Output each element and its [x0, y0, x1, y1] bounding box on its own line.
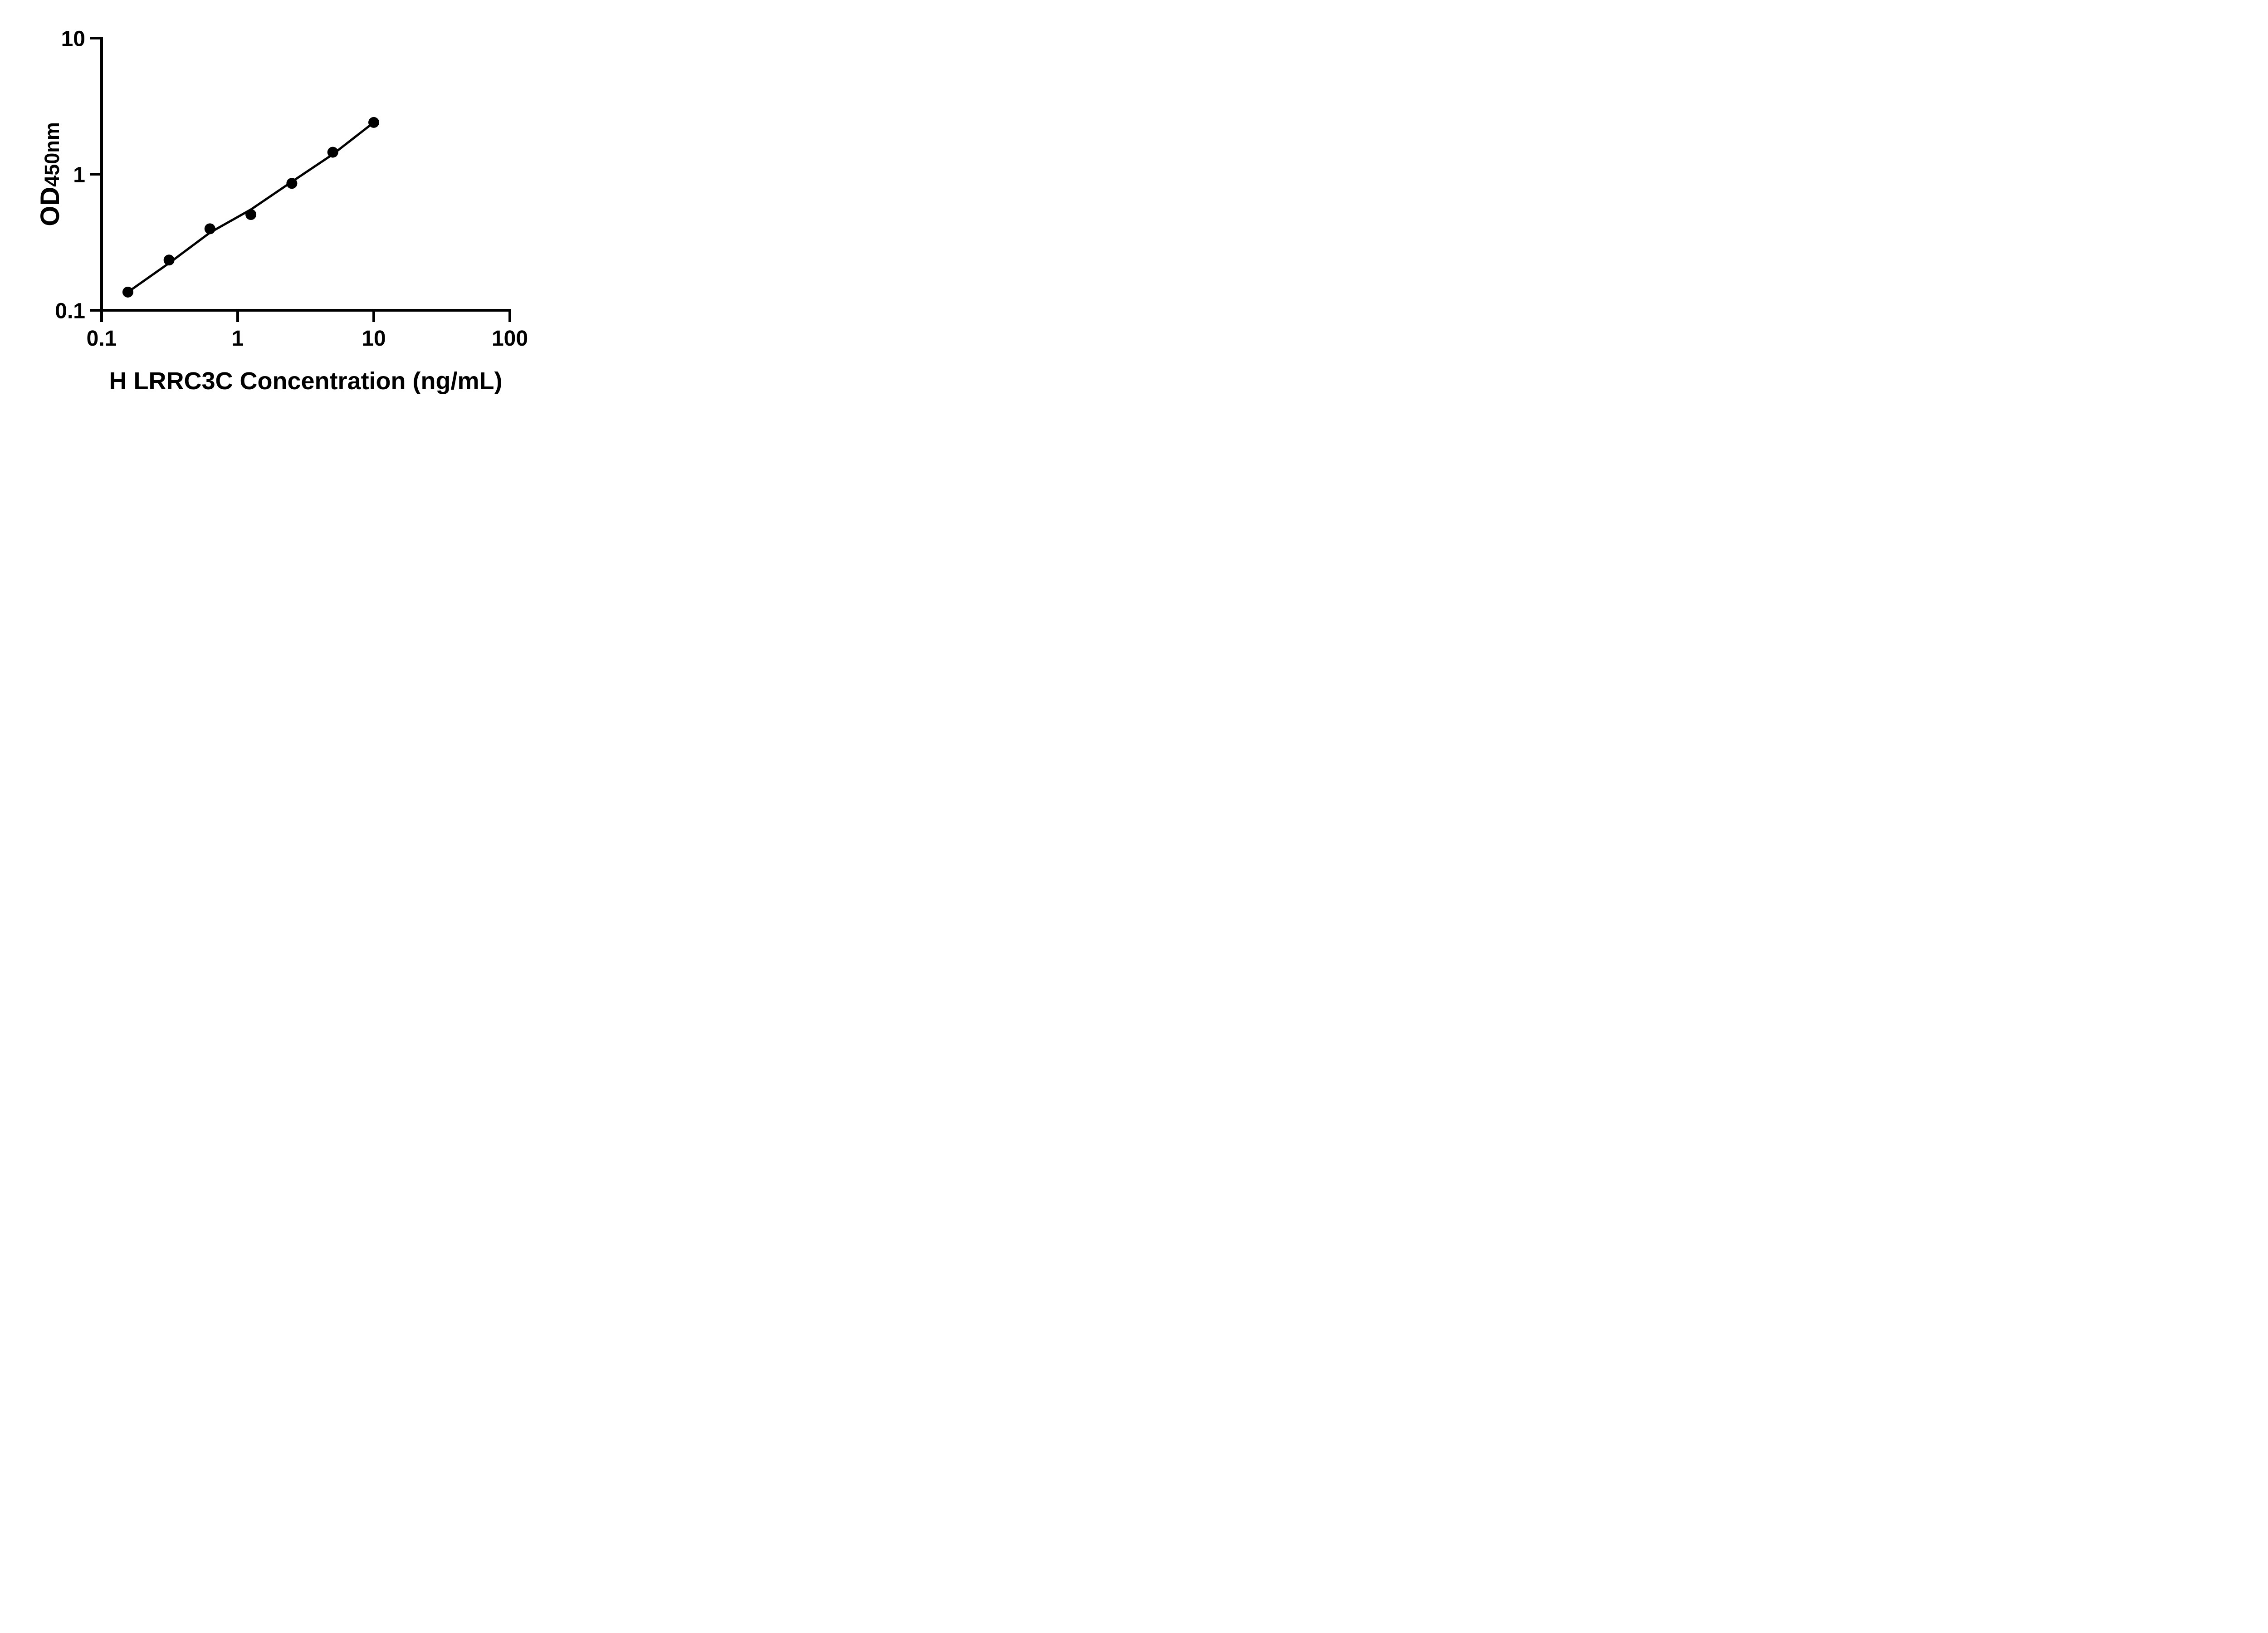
chart-plot: 0.1 1 10 100 0.1 1 10 H LRRC3C Concentration (…: [35, 27, 528, 395]
x-tick-label: 100: [492, 327, 528, 351]
elisa-standard-curve-figure: 0.1 1 10 100 0.1 1 10 H LRRC3C Concentration (…: [0, 0, 572, 408]
data-point: [163, 254, 175, 266]
x-tick-label: 10: [362, 327, 386, 351]
y-axis-title: OD450nm: [35, 122, 65, 226]
data-point: [245, 209, 257, 220]
data-point: [204, 223, 215, 235]
y-tick-label: 10: [61, 27, 85, 51]
x-tick-label: 0.1: [87, 327, 117, 351]
x-axis-title: H LRRC3C Concentration (ng/mL): [109, 367, 503, 395]
y-axis-title-main: OD: [35, 187, 65, 226]
y-tick-label: 1: [73, 163, 85, 187]
data-point: [122, 286, 133, 298]
data-point: [327, 147, 338, 158]
data-point: [368, 117, 379, 128]
y-axis-title-sub: 450nm: [40, 122, 64, 187]
x-tick-label: 1: [232, 327, 244, 351]
data-point: [286, 178, 298, 189]
plot-area: 0.1 1 10 100 0.1 1 10: [55, 27, 528, 351]
y-axis-title-group: OD450nm: [35, 122, 65, 226]
fitted-curve-line: [127, 121, 375, 293]
y-tick-label: 0.1: [55, 299, 85, 323]
